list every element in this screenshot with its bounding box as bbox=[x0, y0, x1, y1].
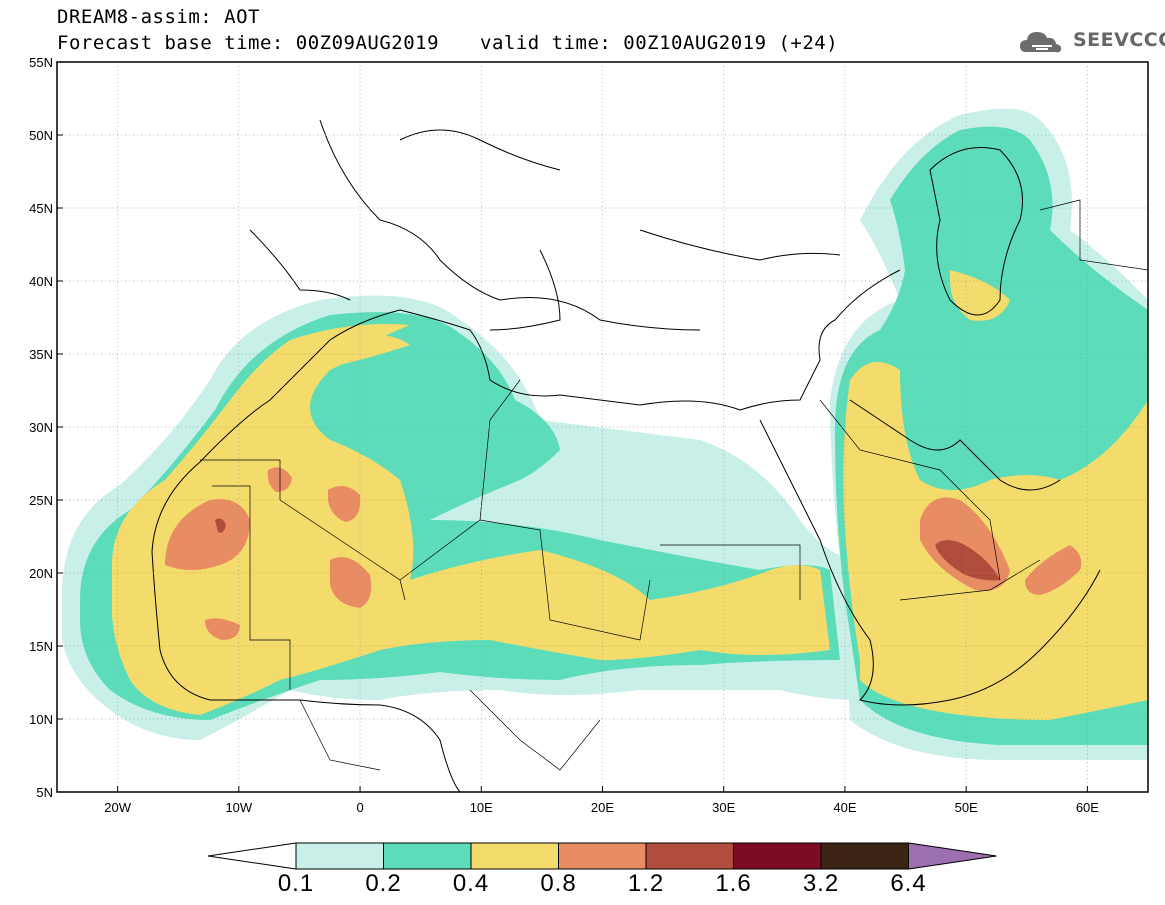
borders bbox=[200, 199, 1148, 771]
lon-tick-label: 30E bbox=[712, 800, 735, 815]
aot-region-brown-arabia bbox=[935, 540, 1000, 581]
lon-tick-label: 20E bbox=[591, 800, 614, 815]
lat-tick-label: 20N bbox=[29, 566, 53, 581]
colorbar-cell bbox=[558, 842, 647, 870]
colorbar-high-arrow bbox=[908, 842, 997, 870]
colorbar-level-label: 1.2 bbox=[627, 870, 665, 897]
lon-tick-label: 60E bbox=[1076, 800, 1099, 815]
colorbar-level-label: 1.6 bbox=[715, 870, 752, 897]
seevccc-logo: SEEVCCC bbox=[1073, 29, 1165, 51]
lon-tick-label: 20W bbox=[104, 800, 131, 815]
lat-tick-label: 35N bbox=[29, 347, 53, 362]
colorbar-level-label: 0.2 bbox=[365, 870, 402, 897]
lat-tick-label: 10N bbox=[29, 712, 53, 727]
colorbar-cell bbox=[383, 842, 472, 870]
colorbar-level-label: 6.4 bbox=[890, 870, 927, 897]
aot-region-yellow-caspian bbox=[950, 270, 1010, 321]
lat-tick-label: 30N bbox=[29, 420, 53, 435]
aot-region-yellow-west bbox=[111, 324, 831, 715]
aot-region-orange-1 bbox=[165, 499, 250, 570]
colorbar-level-label: 0.4 bbox=[452, 870, 490, 897]
colorbar-cell bbox=[295, 842, 384, 870]
lon-tick-label: 40E bbox=[833, 800, 856, 815]
lat-tick-label: 5N bbox=[36, 785, 53, 800]
colorbar-cell bbox=[470, 842, 559, 870]
lat-tick-label: 45N bbox=[29, 201, 53, 216]
colorbar-cell bbox=[733, 842, 822, 870]
colorbar-level-label: 0.8 bbox=[540, 870, 577, 897]
lat-tick-label: 55N bbox=[29, 55, 53, 70]
lon-axis: 20W 10W 0 10E 20E 30E 40E 50E 60E bbox=[104, 786, 1099, 815]
lon-tick-label: 0 bbox=[356, 800, 363, 815]
lat-tick-label: 40N bbox=[29, 274, 53, 289]
aot-region-orange-2 bbox=[330, 557, 372, 608]
aot-region-brown-sahara bbox=[215, 518, 226, 533]
colorbar-cell bbox=[820, 842, 909, 870]
aot-region-orange-3 bbox=[328, 486, 361, 522]
colorbar-level-label: 0.1 bbox=[277, 870, 315, 897]
lon-tick-label: 10W bbox=[225, 800, 252, 815]
colorbar-cell bbox=[645, 842, 734, 870]
lat-tick-label: 15N bbox=[29, 639, 53, 654]
lat-axis: 55N 50N 45N 40N 35N 30N 25N 20N 15N 10N 5N bbox=[29, 55, 63, 800]
lat-tick-label: 50N bbox=[29, 128, 53, 143]
map-title: DREAM8-assim: AOT bbox=[57, 6, 260, 28]
lat-tick-label: 25N bbox=[29, 493, 53, 508]
coastlines bbox=[151, 119, 1101, 792]
aot-region-orange-oman bbox=[1025, 545, 1082, 595]
colorbar-low-arrow bbox=[207, 842, 297, 870]
valid-time: valid time: 00Z10AUG2019 (+24) bbox=[480, 32, 839, 54]
forecast-base-time: Forecast base time: 00Z09AUG2019 bbox=[57, 32, 440, 54]
colorbar bbox=[207, 842, 997, 870]
lon-tick-label: 10E bbox=[470, 800, 493, 815]
aot-region-orange-5 bbox=[205, 618, 240, 640]
lon-tick-label: 50E bbox=[955, 800, 978, 815]
aot-region-yellow-morocco bbox=[270, 333, 410, 395]
colorbar-level-label: 3.2 bbox=[802, 870, 840, 897]
cloud-icon bbox=[1020, 32, 1062, 53]
gridlines bbox=[57, 62, 1148, 792]
